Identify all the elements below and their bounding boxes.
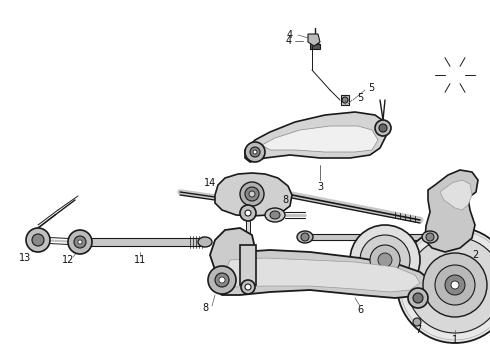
Circle shape xyxy=(445,275,465,295)
Polygon shape xyxy=(210,228,255,270)
Polygon shape xyxy=(425,170,478,252)
Polygon shape xyxy=(262,126,378,152)
Circle shape xyxy=(413,318,421,326)
Text: 3: 3 xyxy=(317,182,323,192)
Circle shape xyxy=(408,288,428,308)
Circle shape xyxy=(301,233,309,241)
Circle shape xyxy=(245,284,251,290)
Text: 4: 4 xyxy=(287,30,293,40)
Polygon shape xyxy=(311,36,319,44)
Circle shape xyxy=(249,191,255,197)
Circle shape xyxy=(426,233,434,241)
Polygon shape xyxy=(245,112,388,162)
Circle shape xyxy=(241,280,255,294)
Text: 5: 5 xyxy=(368,83,374,93)
Circle shape xyxy=(253,150,257,154)
Text: 13: 13 xyxy=(19,253,31,263)
Circle shape xyxy=(245,210,251,216)
Ellipse shape xyxy=(422,231,438,243)
Circle shape xyxy=(342,97,348,103)
Circle shape xyxy=(26,228,50,252)
Circle shape xyxy=(397,227,490,343)
Circle shape xyxy=(245,187,259,201)
Circle shape xyxy=(423,253,487,317)
Circle shape xyxy=(435,265,475,305)
Circle shape xyxy=(240,205,256,221)
Text: 1: 1 xyxy=(452,335,458,345)
Polygon shape xyxy=(341,95,349,105)
Polygon shape xyxy=(212,250,430,298)
Polygon shape xyxy=(215,173,292,216)
Polygon shape xyxy=(310,44,320,49)
Text: 10: 10 xyxy=(429,222,441,232)
Circle shape xyxy=(78,240,82,244)
Text: 7: 7 xyxy=(415,325,421,335)
Text: 8: 8 xyxy=(202,303,208,313)
Circle shape xyxy=(407,237,490,333)
Circle shape xyxy=(379,124,387,132)
Circle shape xyxy=(378,253,392,267)
Circle shape xyxy=(245,142,265,162)
Circle shape xyxy=(219,277,225,283)
Circle shape xyxy=(32,234,44,246)
Text: 4: 4 xyxy=(286,36,292,46)
Text: 9: 9 xyxy=(222,235,228,245)
Polygon shape xyxy=(240,245,256,285)
Text: 14: 14 xyxy=(204,178,216,188)
Circle shape xyxy=(250,147,260,157)
Circle shape xyxy=(74,236,86,248)
Ellipse shape xyxy=(297,231,313,243)
Ellipse shape xyxy=(198,237,212,247)
Circle shape xyxy=(375,120,391,136)
Circle shape xyxy=(413,293,423,303)
Circle shape xyxy=(350,225,420,295)
Circle shape xyxy=(240,182,264,206)
Text: 11: 11 xyxy=(134,255,146,265)
Polygon shape xyxy=(308,34,320,46)
Circle shape xyxy=(215,273,229,287)
Text: 8: 8 xyxy=(282,195,288,205)
Text: 12: 12 xyxy=(62,255,74,265)
Text: 2: 2 xyxy=(472,250,478,260)
Polygon shape xyxy=(440,180,472,210)
Circle shape xyxy=(68,230,92,254)
Ellipse shape xyxy=(265,208,285,222)
Circle shape xyxy=(370,245,400,275)
Circle shape xyxy=(208,266,236,294)
Text: 5: 5 xyxy=(357,93,363,103)
Circle shape xyxy=(451,281,459,289)
Circle shape xyxy=(360,235,410,285)
Ellipse shape xyxy=(270,211,280,219)
Polygon shape xyxy=(220,258,420,292)
Text: 6: 6 xyxy=(357,305,363,315)
